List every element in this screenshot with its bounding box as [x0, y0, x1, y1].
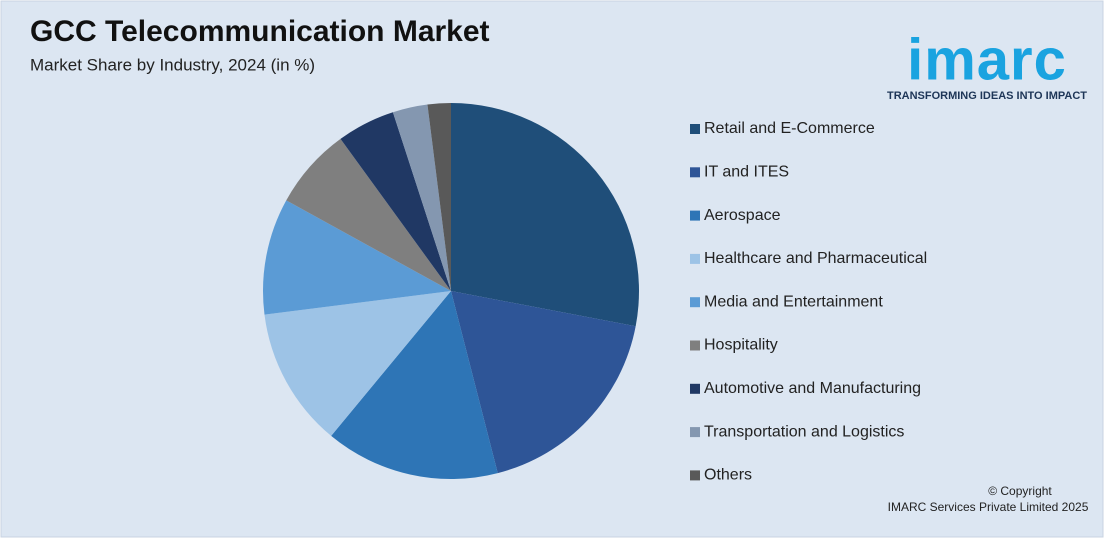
- pie-slice: [262, 200, 451, 315]
- legend-label: Hospitality: [704, 337, 778, 354]
- legend-label: IT and ITES: [704, 164, 789, 181]
- legend-swatch: [690, 124, 700, 134]
- legend-swatch: [690, 167, 700, 178]
- logo-tagline: TRANSFORMING IDEAS INTO IMPACT: [887, 90, 1087, 102]
- legend-swatch: [690, 340, 700, 351]
- pie-slice: [427, 103, 451, 291]
- copyright: © Copyright: [988, 484, 1052, 498]
- pie-slice: [451, 291, 636, 474]
- pie-slice: [392, 104, 451, 291]
- legend-label: Transportation and Logistics: [704, 423, 904, 440]
- legend-label: Retail and E-Commerce: [704, 120, 875, 137]
- pie-slice: [331, 291, 498, 479]
- pie-slice: [264, 291, 451, 436]
- legend-swatch: [690, 427, 700, 438]
- legend-label: Media and Entertainment: [704, 293, 883, 310]
- copyright: IMARC Services Private Limited 2025: [888, 500, 1089, 514]
- logo: imarc: [907, 27, 1067, 92]
- pie-slice: [451, 103, 639, 327]
- legend-swatch: [690, 383, 700, 394]
- chart-title: GCC Telecommunication Market: [30, 15, 490, 48]
- legend-swatch: [690, 253, 700, 264]
- legend-swatch: [690, 470, 700, 481]
- legend-label: Healthcare and Pharmaceutical: [704, 250, 927, 267]
- chart-subtitle: Market Share by Industry, 2024 (in %): [30, 55, 315, 74]
- legend-label: Others: [704, 467, 752, 484]
- legend-swatch: [690, 297, 700, 308]
- legend-swatch: [690, 210, 700, 221]
- pie-slice: [340, 112, 451, 291]
- legend-label: Aerospace: [704, 207, 781, 224]
- pie-slice: [286, 138, 451, 291]
- legend-label: Automotive and Manufacturing: [704, 380, 921, 397]
